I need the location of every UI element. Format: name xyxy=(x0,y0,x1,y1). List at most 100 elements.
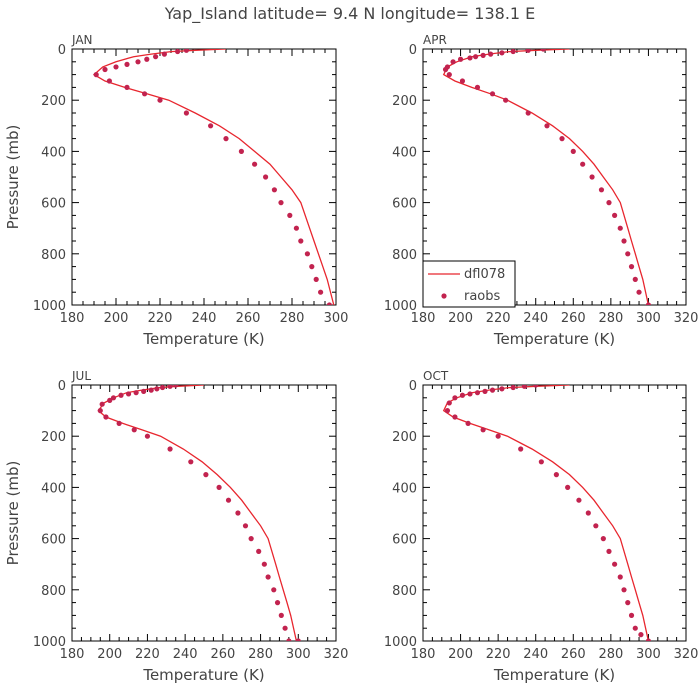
data-point-raobs xyxy=(446,72,452,78)
data-point-raobs xyxy=(645,638,652,641)
data-point-raobs xyxy=(256,548,262,555)
y-tick-label: 1000 xyxy=(384,299,417,314)
data-point-raobs xyxy=(113,64,119,70)
series-points-raobs xyxy=(93,49,335,305)
y-axis-label: Pressure (mb) xyxy=(4,461,22,566)
panel-label: JAN xyxy=(71,33,93,47)
x-axis-label: Temperature (K) xyxy=(142,330,264,348)
data-point-raobs xyxy=(144,56,150,62)
y-tick-label: 400 xyxy=(41,145,66,160)
x-tick-label: 240 xyxy=(173,647,198,662)
data-point-raobs xyxy=(446,400,452,406)
x-tick-label: 220 xyxy=(148,311,173,326)
data-point-raobs xyxy=(167,385,173,389)
data-point-raobs xyxy=(183,49,189,53)
y-tick-label: 1000 xyxy=(384,635,417,650)
data-point-raobs xyxy=(628,612,635,619)
data-point-raobs xyxy=(154,386,160,392)
legend-point-swatch xyxy=(441,293,447,299)
x-tick-label: 260 xyxy=(561,647,586,662)
data-point-raobs xyxy=(521,385,528,389)
figure-title: Yap_Island latitude= 9.4 N longitude= 13… xyxy=(164,4,536,24)
data-point-raobs xyxy=(467,391,473,397)
data-point-raobs xyxy=(600,536,606,542)
x-tick-label: 200 xyxy=(104,311,129,326)
data-point-raobs xyxy=(452,395,458,401)
data-point-raobs xyxy=(593,523,599,529)
y-axis-label: Pressure (mb) xyxy=(4,125,22,230)
data-point-raobs xyxy=(161,51,167,57)
x-tick-label: 200 xyxy=(97,647,122,662)
data-point-raobs xyxy=(625,600,631,606)
data-point-raobs xyxy=(271,187,277,193)
data-point-raobs xyxy=(467,55,473,61)
y-tick-label: 200 xyxy=(392,94,417,109)
series-line-dfl078 xyxy=(92,49,335,305)
data-point-raobs xyxy=(510,385,516,391)
x-axis-label: Temperature (K) xyxy=(142,666,264,684)
x-tick-label: 300 xyxy=(324,311,349,326)
data-point-raobs xyxy=(442,66,449,73)
data-point-raobs xyxy=(97,408,103,414)
data-point-raobs xyxy=(203,472,209,478)
data-point-raobs xyxy=(495,433,501,439)
y-tick-label: 600 xyxy=(41,533,66,548)
data-point-raobs xyxy=(450,59,456,65)
data-point-raobs xyxy=(617,574,623,580)
x-tick-label: 260 xyxy=(561,311,586,326)
data-point-raobs xyxy=(282,625,288,631)
data-point-raobs xyxy=(489,91,496,97)
y-tick-label: 1000 xyxy=(33,635,66,650)
y-tick-label: 0 xyxy=(409,43,417,58)
x-tick-label: 200 xyxy=(448,647,473,662)
data-point-raobs xyxy=(144,433,151,439)
data-point-raobs xyxy=(632,625,638,631)
data-point-raobs xyxy=(638,632,644,638)
data-point-raobs xyxy=(235,510,241,516)
data-point-raobs xyxy=(242,523,249,529)
data-point-raobs xyxy=(533,385,539,388)
series-points-raobs xyxy=(444,385,652,641)
data-point-raobs xyxy=(326,302,332,305)
series-points-raobs xyxy=(97,385,301,641)
x-tick-label: 320 xyxy=(324,647,349,662)
data-point-raobs xyxy=(157,97,163,103)
x-tick-label: 280 xyxy=(280,311,305,326)
x-tick-label: 280 xyxy=(598,647,623,662)
data-point-raobs xyxy=(473,54,479,60)
data-point-raobs xyxy=(465,420,471,426)
x-tick-label: 220 xyxy=(486,311,511,326)
data-point-raobs xyxy=(636,289,642,295)
data-point-raobs xyxy=(287,212,293,218)
x-tick-label: 300 xyxy=(636,311,661,326)
data-point-raobs xyxy=(499,50,505,56)
y-tick-label: 200 xyxy=(41,430,66,445)
series-points-raobs xyxy=(442,49,652,305)
data-point-raobs xyxy=(238,148,244,154)
x-tick-label: 260 xyxy=(210,647,235,662)
data-point-raobs xyxy=(645,302,652,305)
data-point-raobs xyxy=(628,264,635,270)
data-point-raobs xyxy=(625,251,631,257)
data-point-raobs xyxy=(589,174,595,180)
data-point-raobs xyxy=(474,390,481,396)
legend: dfl078 raobs xyxy=(422,260,516,308)
y-tick-label: 400 xyxy=(41,481,66,496)
data-point-raobs xyxy=(503,97,509,103)
panel-jul: 180 200 220 240 260 280 300 320 0 200 400 600 800 100… xyxy=(4,369,348,684)
data-point-raobs xyxy=(632,276,638,282)
data-point-raobs xyxy=(309,264,315,270)
data-point-raobs xyxy=(576,497,582,503)
data-point-raobs xyxy=(125,391,132,397)
data-point-raobs xyxy=(293,225,299,231)
data-point-raobs xyxy=(261,561,267,567)
x-tick-label: 240 xyxy=(523,647,548,662)
data-point-raobs xyxy=(265,574,271,580)
data-point-raobs xyxy=(525,49,531,53)
data-point-raobs xyxy=(124,84,130,90)
data-point-raobs xyxy=(570,148,576,154)
x-tick-label: 280 xyxy=(598,311,623,326)
data-point-raobs xyxy=(559,136,565,142)
data-point-raobs xyxy=(621,587,627,593)
data-point-raobs xyxy=(518,446,524,452)
